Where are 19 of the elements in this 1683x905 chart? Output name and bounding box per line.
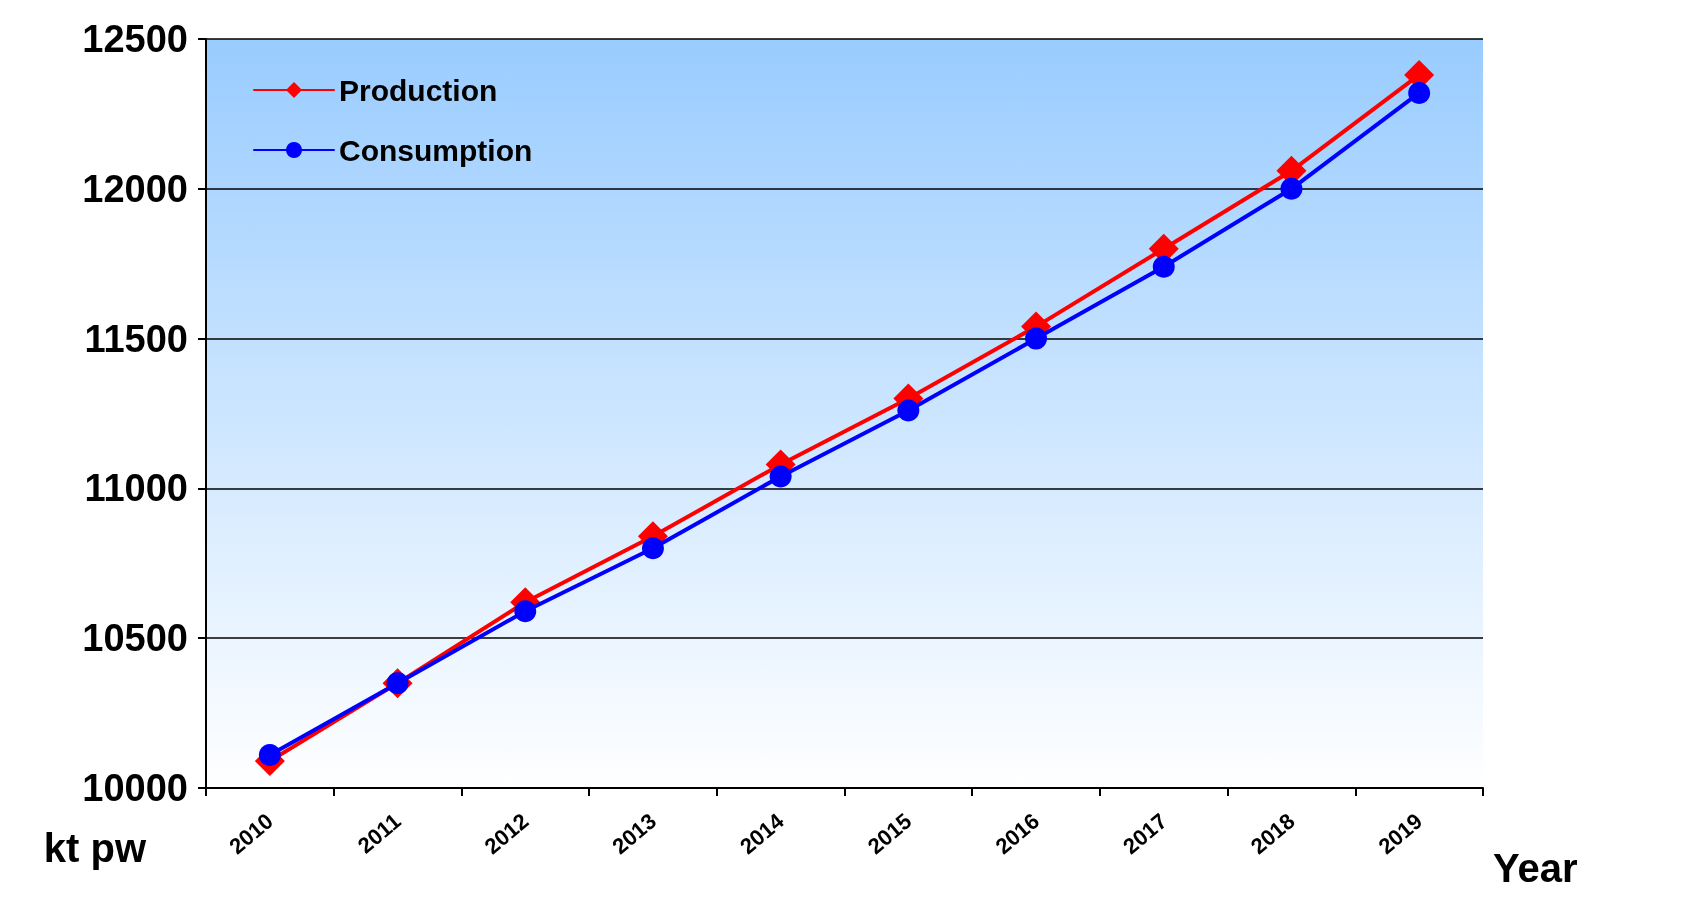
y-tick-label: 11500 [84, 317, 188, 360]
point [897, 399, 920, 422]
point [514, 600, 537, 623]
point [1408, 81, 1431, 104]
y-tick-label: 10000 [82, 767, 188, 809]
y-tick-label: 11000 [84, 467, 188, 510]
point [1280, 177, 1303, 200]
legend-label: Production [339, 73, 498, 107]
x-axis-title: Year [1493, 846, 1578, 890]
y-tick-label: 12500 [82, 18, 188, 60]
point [641, 537, 664, 560]
point [1152, 255, 1175, 278]
y-axis-title: kt pw [43, 826, 147, 870]
point [258, 744, 281, 767]
point [1025, 327, 1048, 350]
y-tick-label: 10500 [82, 617, 188, 660]
y-tick-label: 12000 [82, 167, 188, 210]
legend-label: Consumption [339, 133, 533, 167]
point [769, 465, 792, 488]
